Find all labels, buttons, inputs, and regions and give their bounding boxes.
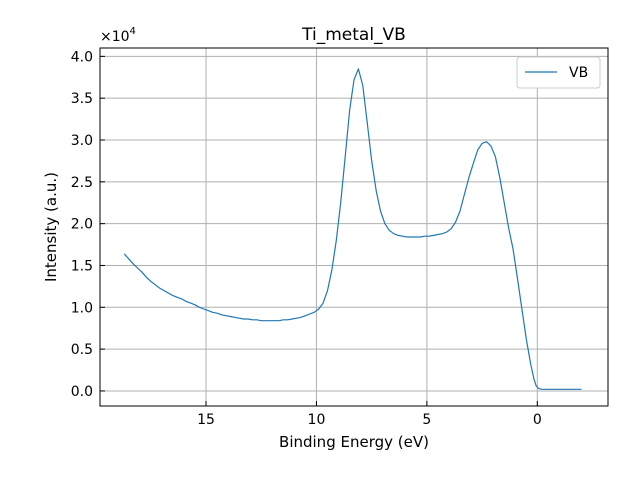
y-tick-label: 3.0 [71,133,93,149]
series-layer [123,68,582,390]
grid [100,48,608,406]
plot-frame [99,47,609,407]
y-tick-label: 0.5 [71,342,93,358]
x-axis-label: Binding Energy (eV) [279,433,429,451]
x-tick-label: 15 [197,412,215,428]
legend-box [516,56,601,89]
y-tick-label: 0.0 [71,384,93,400]
y-axis-label: Intensity (a.u.) [42,172,60,282]
x-tick-label: 5 [422,412,431,428]
series-line-vb [123,68,582,390]
y-scale-base: ×10 [100,29,130,45]
y-tick-label: 1.5 [71,258,93,274]
y-tick-label: 3.5 [71,91,93,107]
ticks: 15 10 5 0 0.0 0.5 1.0 1.5 2.0 2.5 3.0 3.5 4.0 [71,49,542,428]
legend-label-vb: VB [569,65,588,81]
y-tick-label: 2.0 [71,217,93,233]
x-tick-label: 10 [308,412,326,428]
y-tick-label: 2.5 [71,175,93,191]
x-tick-label: 0 [533,412,542,428]
y-scale-exponent: ×104 [100,26,136,45]
legend: VB [516,56,601,89]
y-tick-label: 1.0 [71,300,93,316]
y-tick-label: 4.0 [71,49,93,65]
chart-title: Ti_metal_VB [301,25,406,45]
y-scale-power: 4 [130,26,136,37]
